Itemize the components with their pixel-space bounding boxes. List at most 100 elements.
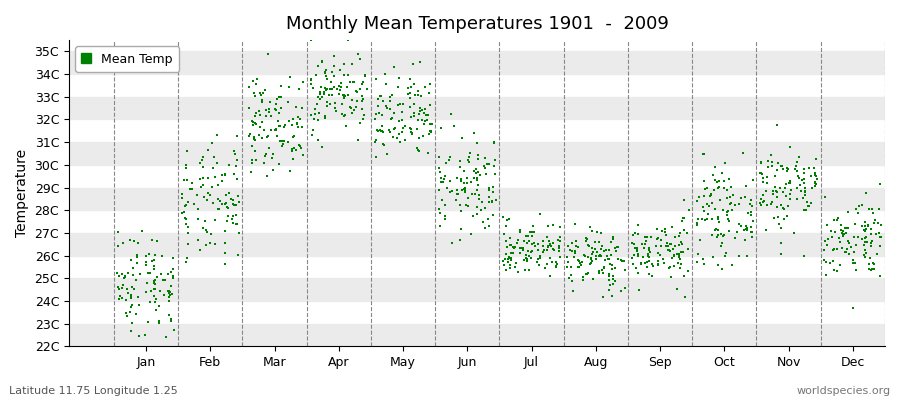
Point (281, 99, 295, 106)
Point (710, 214, 724, 220)
Point (585, 245, 599, 252)
Point (868, 231, 883, 238)
Point (716, 185, 731, 191)
Point (530, 255, 544, 262)
Point (716, 207, 730, 213)
Point (252, 132, 266, 138)
Point (258, 87, 273, 93)
Point (837, 231, 851, 238)
Bar (69, 97, 885, 120)
Point (351, 136, 365, 143)
Point (597, 264, 611, 271)
Point (310, 94, 325, 100)
Point (221, 190, 236, 196)
Point (628, 229, 643, 236)
Point (744, 224, 759, 230)
Point (626, 261, 640, 267)
Point (115, 294, 130, 301)
Point (860, 238, 874, 245)
Point (571, 256, 585, 263)
Point (720, 187, 734, 194)
Point (855, 236, 869, 242)
Point (274, 82, 289, 89)
Point (482, 223, 497, 230)
Point (575, 273, 590, 280)
Point (423, 80, 437, 87)
Point (774, 202, 788, 209)
Point (662, 248, 677, 254)
Point (202, 240, 217, 247)
Point (580, 236, 595, 243)
Point (457, 186, 472, 192)
Point (602, 247, 616, 253)
Point (521, 232, 535, 239)
Point (564, 272, 579, 278)
Point (848, 221, 862, 228)
Point (241, 104, 256, 111)
Point (873, 242, 887, 249)
Point (434, 179, 448, 186)
Point (809, 156, 824, 163)
Point (266, 155, 280, 162)
Point (217, 261, 231, 268)
Point (407, 101, 421, 107)
Point (142, 251, 157, 257)
Point (774, 163, 788, 169)
Point (680, 268, 695, 274)
Point (743, 229, 758, 236)
Point (797, 176, 812, 182)
Point (201, 174, 215, 181)
Point (475, 199, 490, 205)
Point (185, 185, 200, 192)
Point (470, 204, 484, 211)
Point (353, 85, 367, 92)
Point (655, 228, 670, 234)
Point (245, 118, 259, 124)
Point (736, 226, 751, 233)
Point (161, 294, 176, 300)
Point (553, 238, 567, 244)
Point (177, 215, 192, 221)
Point (219, 191, 233, 198)
Point (790, 196, 805, 203)
Point (152, 318, 166, 324)
Point (871, 206, 886, 212)
Point (446, 123, 461, 129)
Point (218, 250, 232, 256)
Point (202, 147, 216, 154)
Point (617, 267, 632, 274)
Point (183, 186, 197, 193)
Point (450, 174, 464, 181)
Point (357, 72, 372, 79)
Point (605, 266, 619, 272)
Point (662, 265, 676, 271)
Point (760, 180, 774, 186)
Point (226, 220, 240, 227)
Point (357, 112, 372, 118)
Point (245, 157, 259, 164)
Point (331, 90, 346, 97)
Point (594, 253, 608, 259)
Point (478, 225, 492, 232)
Point (248, 137, 262, 143)
Point (179, 165, 194, 172)
Point (124, 328, 139, 334)
Point (722, 228, 736, 234)
Point (673, 261, 688, 267)
Point (774, 240, 788, 246)
Point (543, 254, 557, 261)
Point (513, 245, 527, 252)
Point (485, 198, 500, 205)
Point (371, 128, 385, 134)
Point (690, 251, 705, 257)
Point (604, 252, 618, 258)
Point (861, 261, 876, 267)
Point (324, 79, 338, 85)
Point (774, 202, 788, 208)
Point (130, 252, 144, 258)
Point (387, 126, 401, 133)
Point (708, 206, 723, 212)
Point (282, 118, 296, 124)
Point (579, 270, 593, 277)
Point (561, 243, 575, 249)
